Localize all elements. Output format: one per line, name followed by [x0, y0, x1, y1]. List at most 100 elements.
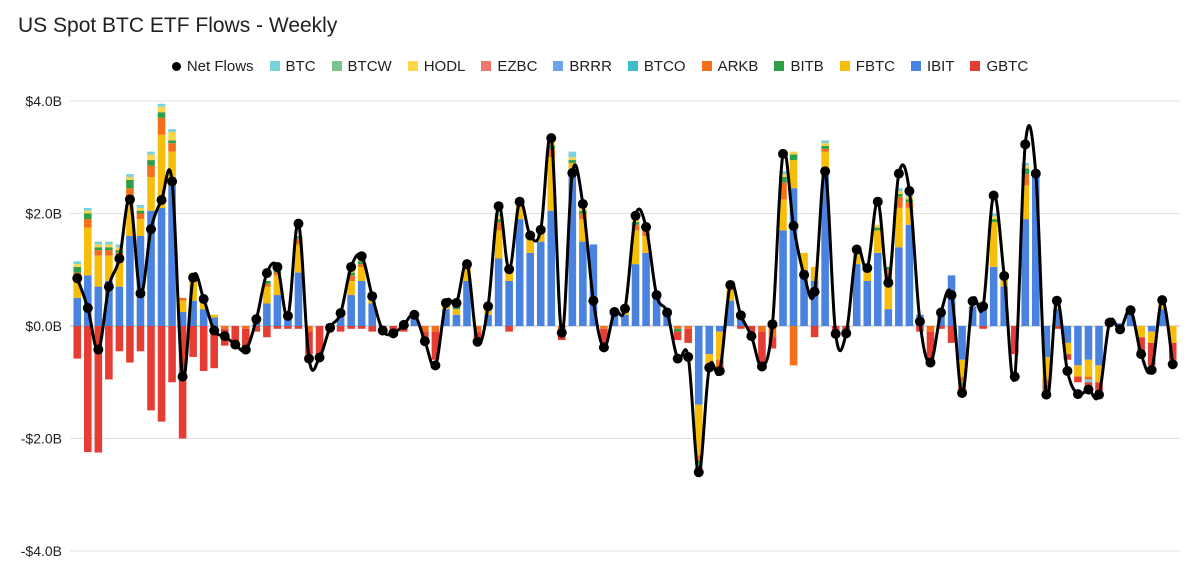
legend-item-btco[interactable]: BTCO — [627, 58, 686, 75]
legend-item-hodl[interactable]: HODL — [407, 57, 466, 75]
bar-arkb — [694, 455, 703, 461]
bar-btc — [94, 241, 103, 245]
bar-fbtc — [210, 314, 218, 318]
net-flows-point — [799, 269, 810, 280]
legend-label: HODL — [423, 57, 466, 75]
legend-item-brrr[interactable]: BRRR — [553, 58, 612, 75]
bar-hodl — [94, 244, 103, 248]
bar-ibit — [1063, 326, 1072, 343]
legend-swatch — [331, 61, 342, 71]
bar-fbtc — [726, 289, 735, 301]
legend-item-btcw[interactable]: BTCW — [331, 58, 392, 75]
bar-ibit — [126, 236, 134, 326]
y-tick-label: -$2.0B — [21, 431, 62, 447]
bar-fbtc — [716, 331, 724, 360]
net-flows-point — [367, 291, 378, 302]
bar-gbtc — [684, 328, 692, 343]
bar-arkb — [958, 376, 966, 383]
bar-fbtc — [705, 354, 714, 366]
bar-arkb — [305, 326, 313, 332]
net-flows-point — [1020, 139, 1031, 150]
net-flows-point — [146, 224, 156, 235]
bar-ibit — [157, 207, 166, 326]
bar-arkb — [431, 326, 440, 332]
net-flows-point — [1072, 389, 1083, 400]
bar-gbtc — [600, 328, 608, 346]
bar-hodl — [989, 216, 998, 220]
bar-ibit — [115, 286, 124, 326]
bar-arkb — [242, 326, 250, 329]
bar-gbtc — [210, 328, 218, 369]
bar-fbtc — [821, 151, 829, 175]
bar-bitb — [84, 213, 92, 220]
bar-fbtc — [357, 266, 366, 281]
net-flows-point — [209, 325, 220, 336]
bar-bitb — [989, 219, 998, 222]
bar-fbtc — [1084, 359, 1093, 377]
net-flows-point — [156, 195, 167, 205]
bar-ibit — [1095, 326, 1103, 366]
net-flows-point — [177, 371, 188, 382]
bar-ibit — [958, 326, 966, 360]
bar-fbtc — [157, 134, 166, 208]
legend-item-arkb[interactable]: ARKB — [701, 58, 758, 75]
y-tick-label: $2.0B — [25, 206, 62, 222]
bar-ibit — [463, 281, 471, 326]
legend-item-net-flows[interactable]: Net Flows — [171, 58, 254, 75]
bar-fbtc — [147, 176, 155, 211]
bar-ibit — [168, 185, 176, 326]
bar-hodl — [779, 174, 787, 177]
bar-hodl — [147, 154, 155, 161]
bar-gbtc — [768, 337, 777, 349]
bar-gbtc — [1137, 337, 1145, 355]
net-flows-point — [409, 309, 420, 320]
net-flows-point — [483, 301, 494, 312]
bar-arkb — [168, 143, 176, 152]
bar-ibit — [800, 269, 808, 326]
net-flows-point — [735, 310, 746, 321]
bar-ibit — [884, 309, 893, 326]
bar-ibit — [568, 174, 577, 326]
bar-gbtc — [126, 326, 134, 363]
net-flows-point — [124, 194, 135, 205]
bar-arkb — [294, 238, 303, 245]
bar-gbtc — [242, 328, 250, 352]
bar-fbtc — [463, 269, 471, 281]
bar-fbtc — [874, 230, 882, 253]
legend-swatch — [553, 61, 564, 71]
bar-ibit — [579, 241, 587, 326]
bar-fbtc — [895, 207, 903, 248]
bar-ibit — [779, 230, 787, 326]
bar-fbtc — [989, 221, 998, 267]
bar-ibit — [905, 224, 914, 326]
net-flows-point — [525, 230, 536, 241]
bar-gbtc — [189, 326, 197, 357]
bar-fbtc — [579, 219, 587, 242]
legend-item-fbtc[interactable]: FBTC — [839, 58, 895, 75]
bar-gbtc — [431, 331, 440, 360]
bar-ibit — [1000, 286, 1008, 326]
net-flows-point — [430, 360, 441, 371]
bar-arkb — [157, 117, 166, 135]
legend-item-ezbc[interactable]: EZBC — [481, 58, 537, 75]
net-flows-point — [978, 301, 989, 312]
bar-ibit — [694, 326, 703, 405]
legend-item-ibit[interactable]: IBIT — [910, 58, 954, 75]
net-flows-point — [620, 303, 630, 314]
bar-hodl — [895, 191, 903, 194]
net-flows-point — [630, 210, 641, 221]
bar-gbtc — [1147, 342, 1156, 366]
net-flows-point — [472, 336, 483, 347]
bar-gbtc — [147, 326, 155, 411]
legend-item-btc[interactable]: BTC — [269, 58, 316, 75]
bar-hodl — [494, 216, 503, 220]
legend-item-bitb[interactable]: BITB — [774, 58, 824, 75]
bar-ibit — [263, 303, 271, 326]
bar-fbtc — [1137, 326, 1145, 338]
bar-fbtc — [1168, 326, 1177, 343]
bar-btc — [157, 103, 166, 107]
bar-ibit — [73, 297, 82, 326]
bar-arkb — [821, 148, 829, 152]
legend-item-gbtc[interactable]: GBTC — [970, 58, 1028, 75]
